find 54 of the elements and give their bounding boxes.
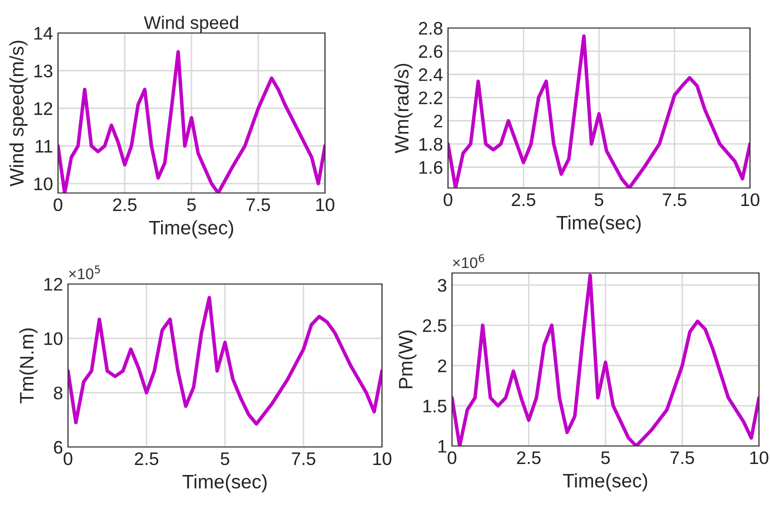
y-tick-label: 2 [434, 114, 442, 128]
x-tick-label: 2.5 [517, 451, 541, 464]
x-tick-label: 0 [444, 193, 452, 206]
x-axis-title: Time(sec) [182, 474, 267, 492]
y-axis-title: Wind speed(m/s) [9, 40, 28, 186]
y-tick-label: 1.8 [419, 138, 442, 151]
x-tick-label: 2.5 [512, 193, 536, 206]
x-tick-label: 10 [750, 451, 768, 464]
y-tick-label: 2.6 [418, 45, 442, 58]
x-tick-label: 0 [64, 452, 72, 466]
y-axis-title: Wm(rad/s) [394, 64, 412, 154]
y-tick-label: 2.5 [422, 319, 446, 332]
y-tick-label: 6 [54, 440, 62, 454]
y-tick-label: 12 [34, 102, 52, 115]
y-tick-label: 2.8 [418, 22, 442, 35]
x-tick-label: 5 [594, 194, 604, 206]
x-tick-label: 10 [741, 193, 760, 206]
x-axis-title: Time(sec) [149, 220, 234, 238]
y-tick-label: 10 [34, 178, 52, 190]
y-tick-label: 1.5 [423, 400, 446, 412]
x-tick-label: 10 [373, 452, 392, 466]
x-tick-label: 2.5 [134, 452, 158, 466]
x-tick-label: 5 [220, 452, 230, 466]
y-axis-title: Tm(N.m) [19, 328, 38, 404]
y-tick-label: 12 [44, 278, 62, 291]
chart-title: Wind speed [144, 16, 238, 33]
x-tick-label: 5 [601, 452, 610, 464]
line-series [68, 296, 382, 426]
x-tick-label: 2.5 [113, 198, 137, 212]
y-tick-label: 2.2 [418, 92, 442, 104]
y-tick-label: 3 [438, 279, 446, 292]
x-tick-label: 7.5 [662, 194, 686, 206]
text: ×10$^{6}$ [453, 254, 484, 268]
y-tick-label: 1.6 [419, 161, 442, 174]
y-tick-label: 2 [438, 359, 446, 372]
x-tick-label: 0 [448, 451, 456, 464]
x-tick-label: 0 [54, 198, 62, 212]
line-series [452, 274, 759, 446]
x-tick-label: 7.5 [670, 452, 694, 464]
x-tick-label: 7.5 [246, 198, 270, 212]
x-axis-title: Time(sec) [563, 473, 648, 492]
x-tick-label: 7.5 [292, 452, 316, 466]
y-tick-label: 8 [54, 386, 62, 400]
y-tick-label: 13 [34, 64, 52, 78]
y-tick-label: 1 [438, 440, 446, 453]
x-tick-label: 5 [187, 198, 196, 212]
y-tick-label: 14 [34, 27, 53, 40]
y-tick-label: 10 [44, 332, 62, 346]
text: ×10$^{5}$ [69, 265, 100, 280]
x-tick-label: 10 [316, 198, 334, 212]
y-axis-title: Pm(W) [398, 330, 416, 388]
y-tick-label: 11 [36, 140, 52, 152]
x-axis-title: Time(sec) [556, 215, 641, 234]
y-tick-label: 2.4 [418, 68, 443, 81]
